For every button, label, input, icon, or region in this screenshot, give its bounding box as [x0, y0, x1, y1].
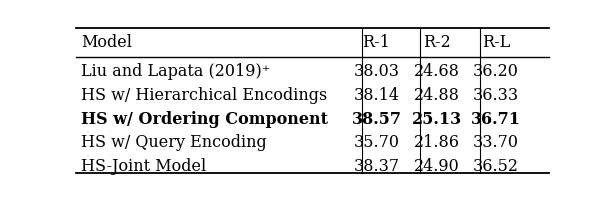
Text: 36.33: 36.33: [473, 87, 519, 104]
Text: 36.52: 36.52: [473, 158, 519, 175]
Text: R-L: R-L: [482, 34, 510, 51]
Text: 21.86: 21.86: [414, 134, 459, 151]
Text: R-1: R-1: [362, 34, 390, 51]
Text: HS-Joint Model: HS-Joint Model: [81, 158, 206, 175]
Text: 36.20: 36.20: [473, 63, 519, 80]
Text: HS w/ Query Encoding: HS w/ Query Encoding: [81, 134, 267, 151]
Text: 24.90: 24.90: [414, 158, 459, 175]
Text: 24.88: 24.88: [414, 87, 459, 104]
Text: 38.03: 38.03: [353, 63, 400, 80]
Text: Liu and Lapata (2019)⁺: Liu and Lapata (2019)⁺: [81, 63, 270, 80]
Text: 38.14: 38.14: [353, 87, 400, 104]
Text: HS w/ Hierarchical Encodings: HS w/ Hierarchical Encodings: [81, 87, 327, 104]
Text: HS w/ Ordering Component: HS w/ Ordering Component: [81, 110, 328, 128]
Text: 25.13: 25.13: [411, 110, 462, 128]
Text: 24.68: 24.68: [414, 63, 459, 80]
Text: 38.37: 38.37: [353, 158, 400, 175]
Text: 38.57: 38.57: [351, 110, 401, 128]
Text: Model: Model: [81, 34, 132, 51]
Text: 35.70: 35.70: [353, 134, 400, 151]
Text: 33.70: 33.70: [473, 134, 519, 151]
Text: 36.71: 36.71: [471, 110, 521, 128]
Text: R-2: R-2: [423, 34, 450, 51]
